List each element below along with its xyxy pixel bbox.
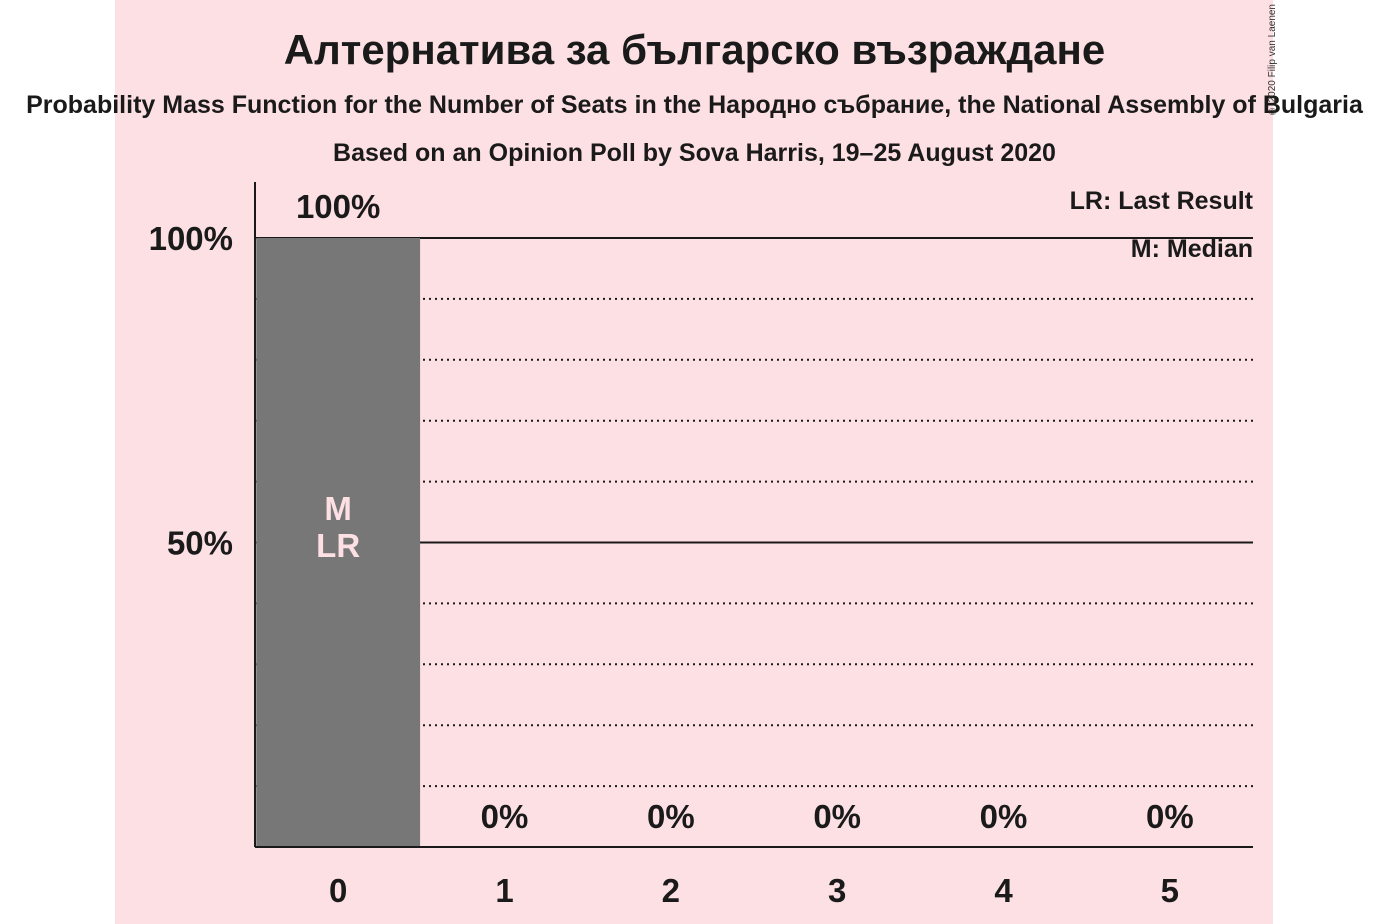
legend-last-result: LR: Last Result xyxy=(1070,187,1254,215)
x-tick-label: 5 xyxy=(1161,872,1179,909)
x-tick-label: 4 xyxy=(994,872,1013,909)
bar-annotation: M xyxy=(324,490,352,527)
data-label: 0% xyxy=(980,798,1028,835)
data-label: 100% xyxy=(296,188,380,225)
x-tick-label: 3 xyxy=(828,872,846,909)
data-label: 0% xyxy=(1146,798,1194,835)
chart-source: Based on an Opinion Poll by Sova Harris,… xyxy=(333,139,1056,167)
x-tick-label: 2 xyxy=(662,872,680,909)
bar-layer xyxy=(256,238,421,847)
y-tick-label: 50% xyxy=(167,525,233,562)
bar xyxy=(256,238,421,847)
bar-annotation: LR xyxy=(316,527,360,564)
chart-title: Алтернатива за българско възраждане xyxy=(283,26,1106,73)
y-tick-label: 100% xyxy=(149,220,233,257)
x-tick-label: 1 xyxy=(495,872,513,909)
data-label: 0% xyxy=(647,798,695,835)
grid-layer xyxy=(255,237,1253,788)
chart-subtitle: Probability Mass Function for the Number… xyxy=(26,91,1363,119)
data-label: 0% xyxy=(481,798,529,835)
label-layer: 50% 100% 100% 0 MLR 0% 1 0% 2 0% 3 0% 4 0% 5 xyxy=(149,188,1194,909)
x-tick-label: 0 xyxy=(329,872,347,909)
legend-median: M: Median xyxy=(1131,235,1253,263)
data-label: 0% xyxy=(813,798,861,835)
